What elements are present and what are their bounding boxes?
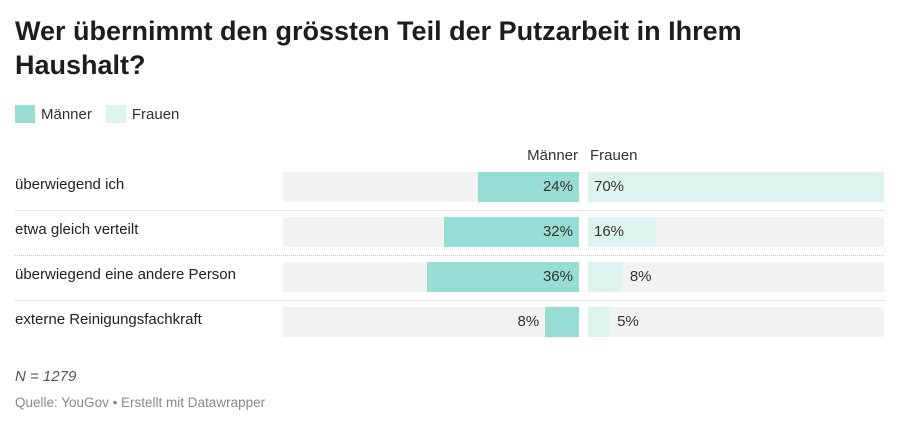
bar-maenner (426, 262, 579, 292)
row-divider (15, 255, 884, 256)
value-label-maenner: 8% (517, 313, 540, 330)
value-label-frauen: 70% (594, 178, 625, 195)
category-label: externe Reinigungsfachkraft (15, 311, 202, 328)
legend-swatch (105, 105, 126, 123)
legend-swatch (15, 105, 35, 123)
chart-title: Wer übernimmt den grössten Teil der Putz… (15, 16, 742, 80)
chart-source: Quelle: YouGov • Erstellt mit Datawrappe… (15, 395, 266, 410)
bar-background-frauen (588, 307, 884, 337)
legend-item-maenner: Männer (15, 105, 92, 123)
bar-maenner (477, 172, 579, 202)
bar-frauen (588, 262, 622, 292)
bar-frauen (588, 217, 656, 247)
value-label-frauen: 5% (617, 313, 639, 330)
row-divider (15, 300, 884, 301)
chart-row: überwiegend ich 24% 70% (15, 172, 884, 217)
value-label-frauen: 16% (594, 223, 625, 240)
column-header-maenner: Männer (527, 147, 578, 164)
legend-label: Männer (41, 105, 92, 123)
value-label-maenner: 32% (542, 223, 573, 240)
legend-item-frauen: Frauen (105, 105, 180, 123)
category-label: überwiegend eine andere Person (15, 266, 236, 283)
category-label: überwiegend ich (15, 176, 125, 193)
legend: Männer Frauen (15, 105, 179, 123)
bar-maenner (545, 307, 579, 337)
value-label-maenner: 24% (542, 178, 573, 195)
bar-frauen (588, 307, 610, 337)
chart-row: etwa gleich verteilt 32% 16% (15, 217, 884, 262)
bar-background-maenner (283, 307, 579, 337)
category-label: etwa gleich verteilt (15, 221, 139, 238)
bar-maenner (443, 217, 579, 247)
row-divider (15, 210, 884, 211)
value-label-maenner: 36% (542, 268, 573, 285)
bar-frauen (588, 172, 884, 202)
legend-label: Frauen (131, 105, 180, 123)
chart-row: überwiegend eine andere Person 36% 8% (15, 262, 884, 307)
value-label-frauen: 8% (629, 268, 652, 285)
bar-background-frauen (588, 262, 884, 292)
chart-note: N = 1279 (15, 368, 77, 385)
chart-row: externe Reinigungsfachkraft 8% 5% (15, 307, 884, 352)
column-header-frauen: Frauen (590, 147, 638, 164)
